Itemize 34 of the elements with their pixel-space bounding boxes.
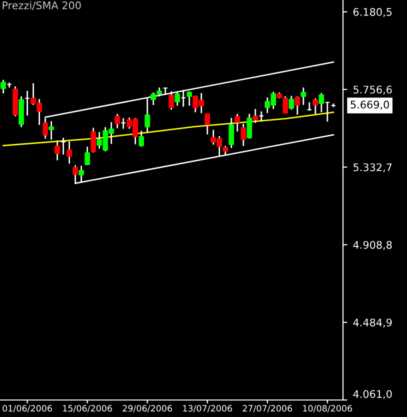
candlestick [48, 120, 54, 140]
candlestick [234, 113, 240, 132]
candlestick [90, 127, 96, 154]
candlestick [312, 98, 318, 115]
candlestick [168, 90, 174, 110]
x-tick-label: 13/07/2006 [183, 405, 232, 412]
candlestick [228, 117, 234, 149]
x-tick-label: 29/06/2006 [122, 405, 172, 412]
candlestick [66, 140, 72, 164]
y-tick-label: 4.061,0 [353, 390, 392, 400]
candlestick [138, 130, 144, 148]
candlestick [294, 96, 300, 116]
x-tick-label: 10/08/2006 [303, 405, 352, 412]
text: 5.669,0 [350, 100, 390, 110]
y-tick-label: 5.756,6 [354, 86, 392, 95]
candlestick [84, 146, 90, 166]
candlestick [240, 123, 246, 147]
candlestick [288, 95, 294, 110]
line-series [2, 112, 334, 146]
y-tick-label: 4.484,9 [353, 318, 392, 328]
candlestick [246, 113, 252, 140]
y-tick-label: 6.180,5 [353, 8, 392, 17]
x-tick-label: 15/06/2006 [63, 405, 112, 412]
candlestick [54, 140, 60, 161]
x-tick-label: 01/06/2006 [2, 405, 52, 412]
candlestick [186, 90, 192, 106]
candlestick [282, 96, 288, 114]
chart-title: Prezzi/SMA 200 [2, 1, 81, 10]
y-tick-label: 5.332,7 [354, 163, 392, 172]
candlestick [204, 113, 210, 136]
y-tick-label: 4.908,8 [353, 240, 392, 250]
candlestick [222, 145, 228, 156]
candlestick [300, 86, 306, 106]
x-tick-label: 27/07/2006 [242, 405, 292, 412]
